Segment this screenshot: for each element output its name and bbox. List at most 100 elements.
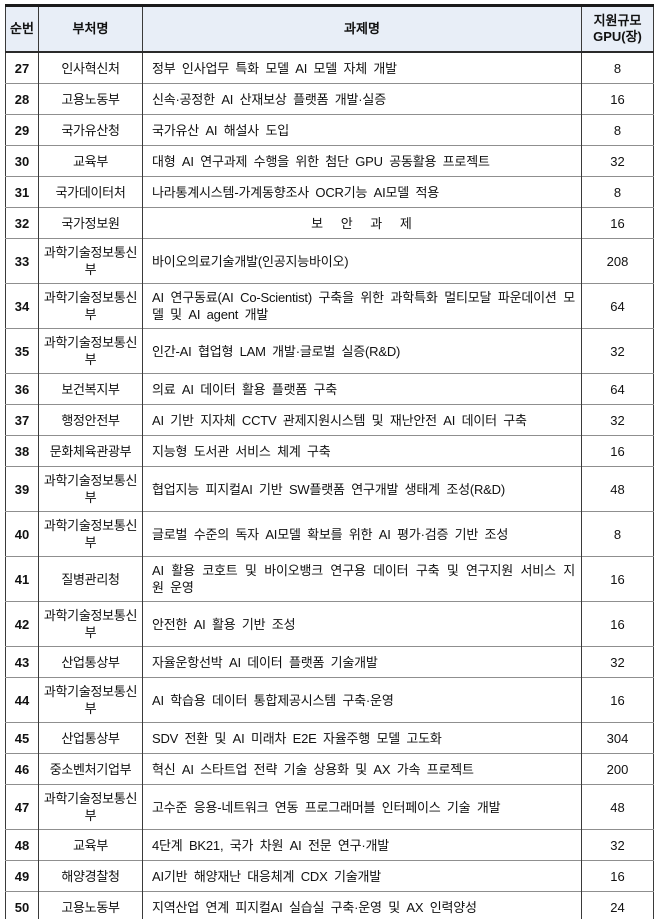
table-row: 47 과학기술정보통신부 고수준 응용-네트워크 연동 프로그래머블 인터페이스…: [5, 784, 654, 830]
cell-ministry: 인사혁신처: [38, 52, 143, 84]
table-row: 34 과학기술정보통신부 AI 연구동료(AI Co-Scientist) 구축…: [5, 283, 654, 329]
cell-ministry: 교육부: [38, 829, 143, 861]
cell-project: AI 학습용 데이터 통합제공시스템 구축·운영: [142, 677, 582, 723]
table-row: 44 과학기술정보통신부 AI 학습용 데이터 통합제공시스템 구축·운영 16: [5, 677, 654, 723]
table-body: 27 인사혁신처 정부 인사업무 특화 모델 AI 모델 자체 개발 8 28 …: [5, 52, 654, 919]
table-row: 32 국가정보원 보 안 과 제 16: [5, 207, 654, 239]
cell-project: AI 활용 코호트 및 바이오뱅크 연구용 데이터 구축 및 연구지원 서비스 …: [142, 556, 582, 602]
cell-project: 국가유산 AI 해설사 도입: [142, 114, 582, 146]
table-row: 42 과학기술정보통신부 안전한 AI 활용 기반 조성 16: [5, 601, 654, 647]
table-row: 48 교육부 4단계 BK21, 국가 차원 AI 전문 연구·개발 32: [5, 829, 654, 861]
cell-project: 지능형 도서관 서비스 체계 구축: [142, 435, 582, 467]
cell-project: 안전한 AI 활용 기반 조성: [142, 601, 582, 647]
cell-project: AI 기반 지자체 CCTV 관제지원시스템 및 재난안전 AI 데이터 구축: [142, 404, 582, 436]
cell-ministry: 과학기술정보통신부: [38, 784, 143, 830]
table-row: 27 인사혁신처 정부 인사업무 특화 모델 AI 모델 자체 개발 8: [6, 52, 654, 84]
cell-gpu: 32: [581, 328, 654, 374]
cell-ministry: 질병관리청: [38, 556, 143, 602]
cell-gpu: 304: [581, 722, 654, 754]
table-row: 29 국가유산청 국가유산 AI 해설사 도입 8: [5, 114, 654, 146]
cell-gpu: 16: [581, 435, 654, 467]
header-row: 순번 부처명 과제명 지원규모 GPU(장): [5, 5, 654, 53]
cell-project: AI기반 해양재난 대응체계 CDX 기술개발: [142, 860, 582, 892]
cell-gpu: 16: [581, 83, 654, 115]
table-row: 45 산업통상부 SDV 전환 및 AI 미래차 E2E 자율주행 모델 고도화…: [5, 722, 654, 754]
cell-gpu: 16: [581, 556, 654, 602]
cell-gpu: 208: [581, 238, 654, 284]
cell-num: 29: [5, 114, 39, 146]
cell-num: 50: [5, 891, 39, 919]
cell-num: 44: [5, 677, 39, 723]
table-row: 38 문화체육관광부 지능형 도서관 서비스 체계 구축 16: [5, 435, 654, 467]
cell-num: 32: [5, 207, 39, 239]
cell-project: SDV 전환 및 AI 미래차 E2E 자율주행 모델 고도화: [142, 722, 582, 754]
cell-num: 31: [5, 176, 39, 208]
cell-project: 인간-AI 협업형 LAM 개발·글로벌 실증(R&D): [142, 328, 582, 374]
cell-ministry: 과학기술정보통신부: [38, 601, 143, 647]
cell-num: 43: [5, 646, 39, 678]
cell-ministry: 행정안전부: [38, 404, 143, 436]
table-header: 순번 부처명 과제명 지원규모 GPU(장): [5, 5, 654, 53]
cell-gpu: 24: [581, 891, 654, 919]
cell-ministry: 과학기술정보통신부: [38, 677, 143, 723]
cell-project: 나라통계시스템-가계동향조사 OCR기능 AI모델 적용: [142, 176, 582, 208]
cell-num: 46: [5, 753, 39, 785]
cell-num: 39: [5, 466, 39, 512]
cell-num: 38: [5, 435, 39, 467]
cell-gpu: 16: [581, 860, 654, 892]
gpu-allocation-table: 순번 부처명 과제명 지원규모 GPU(장) 27 인사혁신처 정부 인사업무 …: [5, 4, 654, 919]
table-row: 28 고용노동부 신속·공정한 AI 산재보상 플랫폼 개발·실증 16: [5, 83, 654, 115]
header-gpu-line1: 지원규모: [593, 13, 642, 28]
cell-num: 33: [5, 238, 39, 284]
cell-project: 보 안 과 제: [142, 207, 582, 239]
header-col-gpu: 지원규모 GPU(장): [581, 5, 654, 53]
cell-ministry: 고용노동부: [38, 891, 143, 919]
cell-num: 47: [5, 784, 39, 830]
cell-num: 27: [14, 60, 30, 76]
header-col-ministry: 부처명: [38, 5, 143, 53]
cell-num: 28: [5, 83, 39, 115]
cell-num: 37: [5, 404, 39, 436]
header-col-project: 과제명: [142, 5, 582, 53]
cell-project: 혁신 AI 스타트업 전략 기술 상용화 및 AX 가속 프로젝트: [142, 753, 582, 785]
header-gpu-line2: GPU(장): [593, 29, 642, 44]
cell-num: 30: [5, 145, 39, 177]
cell-ministry: 중소벤처기업부: [38, 753, 143, 785]
table-row: 30 교육부 대형 AI 연구과제 수행을 위한 첨단 GPU 공동활용 프로젝…: [5, 145, 654, 177]
cell-gpu: 8: [581, 52, 654, 84]
cell-gpu: 32: [581, 404, 654, 436]
cell-gpu: 64: [581, 373, 654, 405]
table-row: 49 해양경찰청 AI기반 해양재난 대응체계 CDX 기술개발 16: [5, 860, 654, 892]
cell-ministry: 교육부: [38, 145, 143, 177]
cell-ministry: 과학기술정보통신부: [38, 328, 143, 374]
cell-project: 신속·공정한 AI 산재보상 플랫폼 개발·실증: [142, 83, 582, 115]
cell-gpu: 8: [581, 114, 654, 146]
cell-ministry: 과학기술정보통신부: [38, 511, 143, 557]
cell-num: 40: [5, 511, 39, 557]
cell-num: 42: [5, 601, 39, 647]
cell-ministry: 고용노동부: [38, 83, 143, 115]
table-row: 39 과학기술정보통신부 협업지능 피지컬AI 기반 SW플랫폼 연구개발 생태…: [5, 466, 654, 512]
cell-gpu: 32: [581, 646, 654, 678]
cell-gpu: 48: [581, 784, 654, 830]
table-row: 50 고용노동부 지역산업 연계 피지컬AI 실습실 구축·운영 및 AX 인력…: [5, 891, 654, 919]
table-row: 40 과학기술정보통신부 글로벌 수준의 독자 AI모델 확보를 위한 AI 평…: [5, 511, 654, 557]
cell-ministry: 산업통상부: [38, 646, 143, 678]
cell-ministry: 보건복지부: [38, 373, 143, 405]
cell-num: 34: [5, 283, 39, 329]
table-row: 35 과학기술정보통신부 인간-AI 협업형 LAM 개발·글로벌 실증(R&D…: [5, 328, 654, 374]
cell-gpu: 48: [581, 466, 654, 512]
cell-ministry: 해양경찰청: [38, 860, 143, 892]
cell-ministry: 과학기술정보통신부: [38, 283, 143, 329]
cell-project: AI 연구동료(AI Co-Scientist) 구축을 위한 과학특화 멀티모…: [142, 283, 582, 329]
cell-gpu: 8: [581, 511, 654, 557]
table-row: 36 보건복지부 의료 AI 데이터 활용 플랫폼 구축 64: [5, 373, 654, 405]
cell-ministry: 국가유산청: [38, 114, 143, 146]
cell-gpu: 32: [581, 145, 654, 177]
table-row: 43 산업통상부 자율운항선박 AI 데이터 플랫폼 기술개발 32: [5, 646, 654, 678]
cell-num: 49: [5, 860, 39, 892]
header-col-num: 순번: [5, 5, 39, 53]
cell-num: 36: [5, 373, 39, 405]
cell-num: 45: [5, 722, 39, 754]
